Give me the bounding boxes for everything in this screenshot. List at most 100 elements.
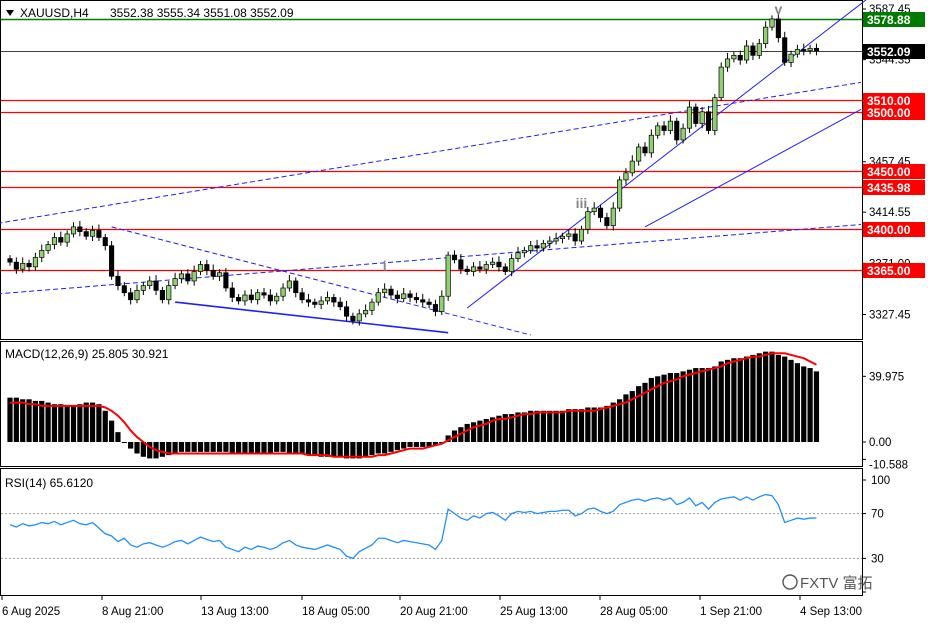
bull-candle	[566, 233, 572, 237]
bear-candle	[782, 37, 788, 63]
macd-histogram-bar	[490, 417, 496, 442]
bull-candle	[401, 293, 407, 299]
bull-candle	[515, 252, 521, 259]
bear-candle	[451, 254, 458, 261]
macd-histogram-bar	[210, 442, 216, 452]
macd-histogram-bar	[261, 442, 267, 454]
price-tag-label: 3578.88	[867, 13, 911, 27]
rsi-label: RSI(14) 65.6120	[5, 476, 93, 490]
bull-candle	[788, 53, 794, 63]
macd-histogram-bar	[147, 442, 153, 459]
bear-candle	[642, 146, 648, 154]
macd-histogram-bar	[375, 442, 381, 454]
bull-candle	[32, 257, 38, 268]
macd-histogram-bar	[39, 400, 45, 442]
falling-dashed-line	[111, 226, 531, 336]
price-tag-label: 3450.00	[867, 165, 911, 179]
bear-candle	[674, 120, 680, 141]
bear-candle	[775, 18, 781, 39]
macd-histogram-bar	[324, 442, 331, 457]
macd-histogram-bar	[64, 405, 70, 442]
macd-histogram-bar	[267, 442, 273, 454]
wave-label: v	[774, 1, 782, 17]
macd-histogram-bar	[426, 442, 432, 447]
time-tick-label: 13 Aug 13:00	[201, 606, 269, 618]
price-tick-label: 3414.55	[869, 207, 911, 219]
bull-candle	[769, 18, 775, 28]
lower-dashed-channel	[0, 224, 861, 295]
macd-histogram-bar	[299, 442, 305, 454]
bull-candle	[178, 273, 185, 279]
bull-candle	[655, 125, 661, 136]
macd-histogram-bar	[77, 404, 83, 442]
macd-histogram-bar	[756, 353, 762, 442]
bear-candle	[407, 293, 413, 298]
bear-candle	[293, 280, 299, 294]
macd-indicator: 39.975 0.00 -10.588	[7, 351, 908, 471]
macd-histogram-bar	[464, 423, 470, 442]
macd-histogram-bar	[83, 402, 89, 442]
macd-histogram-bar	[7, 397, 13, 442]
macd-histogram-bar	[255, 442, 261, 454]
bear-candle	[267, 294, 273, 302]
macd-histogram-bar	[89, 402, 96, 442]
bull-candle	[578, 228, 585, 242]
macd-histogram-bar	[724, 359, 731, 442]
time-axis: 6 Aug 2025 8 Aug 21:00 13 Aug 13:00 18 Aug …	[1, 596, 862, 618]
bear-candle	[388, 288, 394, 296]
bull-candle	[20, 262, 26, 270]
time-tick-label: 20 Aug 21:00	[400, 606, 468, 618]
macd-histogram-bar	[610, 402, 616, 442]
macd-histogram-bar	[655, 376, 661, 442]
macd-histogram-bar	[674, 373, 680, 442]
bull-candle	[648, 134, 654, 154]
bull-candle	[680, 127, 686, 141]
bear-candle	[299, 292, 305, 301]
macd-histogram-bar	[737, 358, 743, 442]
bear-candle	[115, 275, 121, 286]
macd-histogram-bar	[636, 386, 642, 442]
bull-candle	[509, 258, 515, 272]
bull-candle	[471, 266, 477, 272]
bear-candle	[426, 301, 432, 305]
macd-histogram-bar	[204, 442, 210, 452]
macd-histogram-bar	[172, 442, 178, 454]
bear-candle	[248, 294, 254, 301]
macd-histogram-bar	[337, 442, 343, 457]
bear-candle	[420, 299, 426, 303]
macd-histogram-bar	[413, 442, 419, 447]
bull-candle	[807, 47, 813, 51]
rsi-pane-frame	[0, 468, 863, 596]
time-tick-label: 6 Aug 2025	[2, 606, 60, 618]
bull-candle	[147, 280, 153, 287]
bull-candle	[731, 54, 737, 60]
macd-histogram-bar	[407, 442, 413, 447]
macd-histogram-bar	[159, 442, 165, 457]
bull-candle	[172, 278, 178, 287]
price-tag-box	[863, 105, 925, 120]
macd-histogram-bar	[566, 409, 572, 442]
fxtv-logo-watermark: FXTV 富拓	[782, 574, 873, 592]
bull-candle	[686, 106, 693, 129]
bull-candle	[756, 43, 762, 56]
bear-candle	[502, 266, 508, 272]
bear-candle	[661, 125, 667, 131]
macd-histogram-bar	[13, 397, 19, 442]
macd-histogram-bar	[604, 405, 610, 442]
bull-candle	[255, 292, 261, 301]
bull-candle	[242, 294, 248, 302]
rsi-tick-label: 100	[871, 475, 890, 487]
bull-candle	[585, 211, 591, 230]
bear-candle	[350, 315, 356, 322]
bear-candle	[236, 297, 242, 302]
macd-histogram-bar	[807, 368, 813, 442]
trend-lines	[0, 0, 867, 336]
macd-histogram-bar	[661, 374, 667, 442]
bear-candle	[496, 261, 502, 268]
macd-histogram-bar	[45, 402, 51, 442]
bull-candle	[197, 264, 204, 272]
macd-histogram-bar	[813, 371, 820, 442]
symbol-dropdown-icon[interactable]	[6, 10, 14, 16]
macd-histogram-bar	[350, 442, 356, 459]
bear-candle	[464, 268, 470, 272]
